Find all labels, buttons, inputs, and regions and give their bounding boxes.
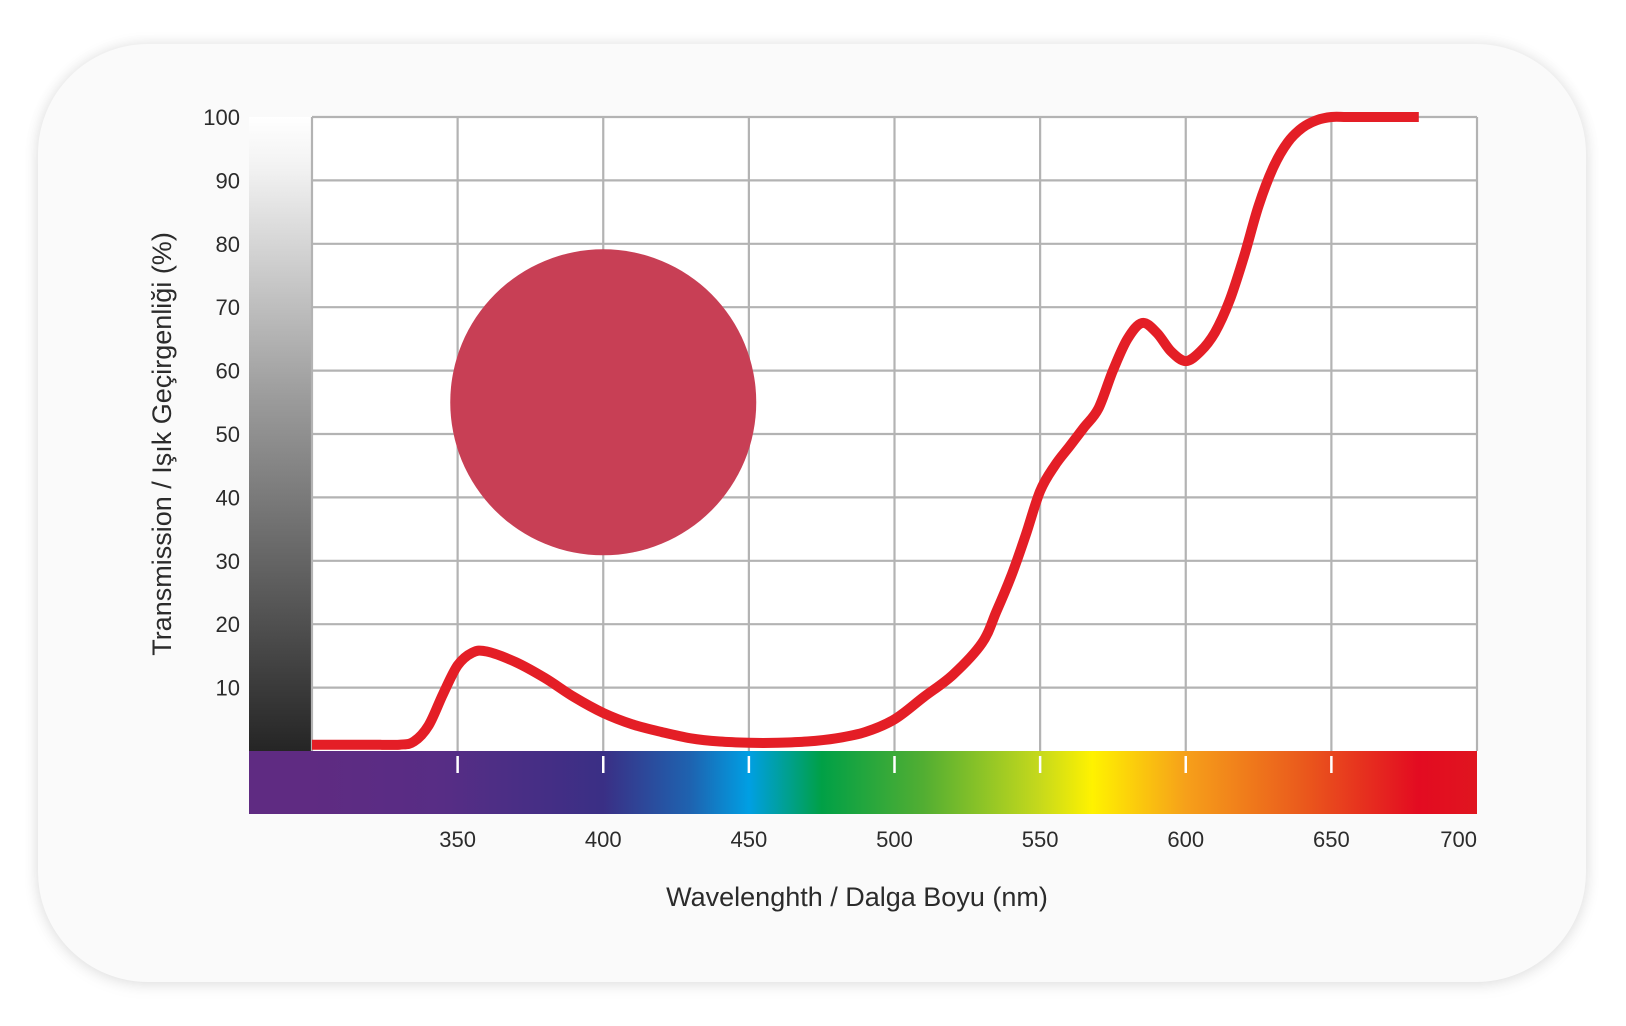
y-tick-20: 20 xyxy=(216,612,240,637)
x-tick-500: 500 xyxy=(876,827,913,852)
x-tick-450: 450 xyxy=(731,827,768,852)
y-tick-30: 30 xyxy=(216,549,240,574)
y-tick-50: 50 xyxy=(216,422,240,447)
x-tick-700: 700 xyxy=(1440,827,1477,852)
grayscale-bar xyxy=(249,117,312,751)
x-tick-350: 350 xyxy=(439,827,476,852)
x-tick-650: 650 xyxy=(1313,827,1350,852)
x-tick-labels: 350 400 450 500 550 600 650 700 xyxy=(439,827,1477,852)
spectrum-bar xyxy=(249,751,1477,814)
y-tick-70: 70 xyxy=(216,295,240,320)
y-axis-title: Transmission / Işık Geçirgenliği (%) xyxy=(147,232,177,656)
grid-lines xyxy=(310,115,1479,751)
y-tick-100: 100 xyxy=(203,105,240,130)
y-tick-labels: 10 20 30 40 50 60 70 80 90 100 xyxy=(203,105,240,701)
transmission-curve xyxy=(311,111,1419,750)
y-tick-80: 80 xyxy=(216,232,240,257)
y-tick-40: 40 xyxy=(216,485,240,510)
spectrum-ticks xyxy=(456,756,1333,773)
x-axis-title: Wavelenghth / Dalga Boyu (nm) xyxy=(666,882,1048,912)
y-tick-60: 60 xyxy=(216,359,240,384)
x-tick-600: 600 xyxy=(1167,827,1204,852)
filter-color-swatch xyxy=(450,249,757,556)
x-tick-550: 550 xyxy=(1022,827,1059,852)
x-tick-400: 400 xyxy=(585,827,622,852)
y-tick-10: 10 xyxy=(216,676,240,701)
y-tick-90: 90 xyxy=(216,168,240,193)
